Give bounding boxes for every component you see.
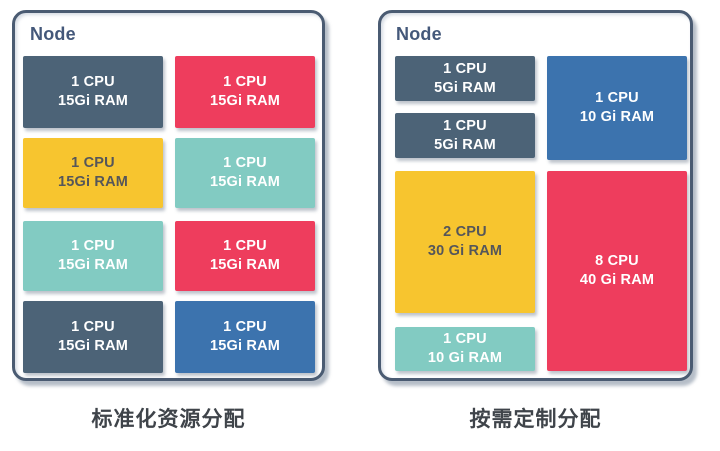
- resource-block: 1 CPU 10 Gi RAM: [547, 56, 687, 160]
- resource-block: 8 CPU 40 Gi RAM: [547, 171, 687, 371]
- node-title: Node: [30, 24, 76, 44]
- block-line: 15Gi RAM: [209, 338, 281, 354]
- block-line: 40 Gi RAM: [579, 272, 655, 288]
- resource-block: 1 CPU 15Gi RAM: [175, 301, 315, 373]
- block-line: 1 CPU: [223, 74, 267, 90]
- caption-custom-allocation: 按需定制分配: [469, 408, 602, 431]
- node-container-custom: Node 1 CPU 5Gi RAM 1 CPU 5Gi RAM 1 CPU 10 Gi …: [378, 10, 693, 381]
- resource-block: 1 CPU 15Gi RAM: [175, 221, 315, 291]
- resource-block: 1 CPU 15Gi RAM: [23, 221, 163, 291]
- block-line: 5Gi RAM: [434, 79, 496, 96]
- block-line: 1 CPU: [443, 117, 487, 134]
- block-line: 15Gi RAM: [209, 93, 281, 109]
- resource-block: 2 CPU 30 Gi RAM: [395, 171, 535, 313]
- block-line: 1 CPU: [71, 238, 115, 254]
- block-line: 1 CPU: [71, 155, 115, 171]
- block-line: 10 Gi RAM: [579, 109, 655, 125]
- block-line: 15Gi RAM: [57, 174, 129, 190]
- resource-block: 1 CPU 5Gi RAM: [395, 56, 535, 101]
- block-line: 10 Gi RAM: [427, 350, 503, 366]
- resource-block: 1 CPU 15Gi RAM: [175, 138, 315, 208]
- node-title: Node: [396, 24, 442, 44]
- resource-block: 1 CPU 15Gi RAM: [23, 301, 163, 373]
- block-line: 1 CPU: [223, 319, 267, 335]
- block-line: 15Gi RAM: [57, 93, 129, 109]
- block-line: 15Gi RAM: [57, 338, 129, 354]
- block-line: 30 Gi RAM: [427, 243, 503, 259]
- resource-block: 1 CPU 15Gi RAM: [23, 56, 163, 128]
- block-line: 8 CPU: [595, 253, 639, 269]
- block-line: 15Gi RAM: [57, 257, 129, 273]
- blocks-layer-standard: 1 CPU 15Gi RAM 1 CPU 15Gi RAM 1 CPU 15Gi RAM 1…: [15, 13, 322, 378]
- caption-standard-allocation: 标准化资源分配: [91, 408, 246, 431]
- block-line: 2 CPU: [443, 224, 487, 240]
- resource-block: 1 CPU 15Gi RAM: [23, 138, 163, 208]
- block-line: 1 CPU: [595, 90, 639, 106]
- blocks-layer-custom: 1 CPU 5Gi RAM 1 CPU 5Gi RAM 1 CPU 10 Gi RAM 2 …: [381, 13, 690, 378]
- block-line: 1 CPU: [223, 238, 267, 254]
- block-line: 15Gi RAM: [209, 257, 281, 273]
- node-group-standard: Node 1 CPU 15Gi RAM 1 CPU 15Gi RAM 1 CPU 15Gi…: [12, 10, 325, 433]
- resource-block: 1 CPU 5Gi RAM: [395, 113, 535, 158]
- node-group-custom: Node 1 CPU 5Gi RAM 1 CPU 5Gi RAM 1 CPU 10 Gi …: [378, 10, 693, 433]
- block-line: 15Gi RAM: [209, 174, 281, 190]
- block-line: 1 CPU: [223, 155, 267, 171]
- block-line: 1 CPU: [71, 74, 115, 90]
- block-line: 1 CPU: [71, 319, 115, 335]
- block-line: 1 CPU: [443, 60, 487, 77]
- block-line: 1 CPU: [443, 331, 487, 347]
- resource-block: 1 CPU 10 Gi RAM: [395, 327, 535, 371]
- block-line: 5Gi RAM: [434, 136, 496, 153]
- node-container-standard: Node 1 CPU 15Gi RAM 1 CPU 15Gi RAM 1 CPU 15Gi…: [12, 10, 325, 381]
- resource-block: 1 CPU 15Gi RAM: [175, 56, 315, 128]
